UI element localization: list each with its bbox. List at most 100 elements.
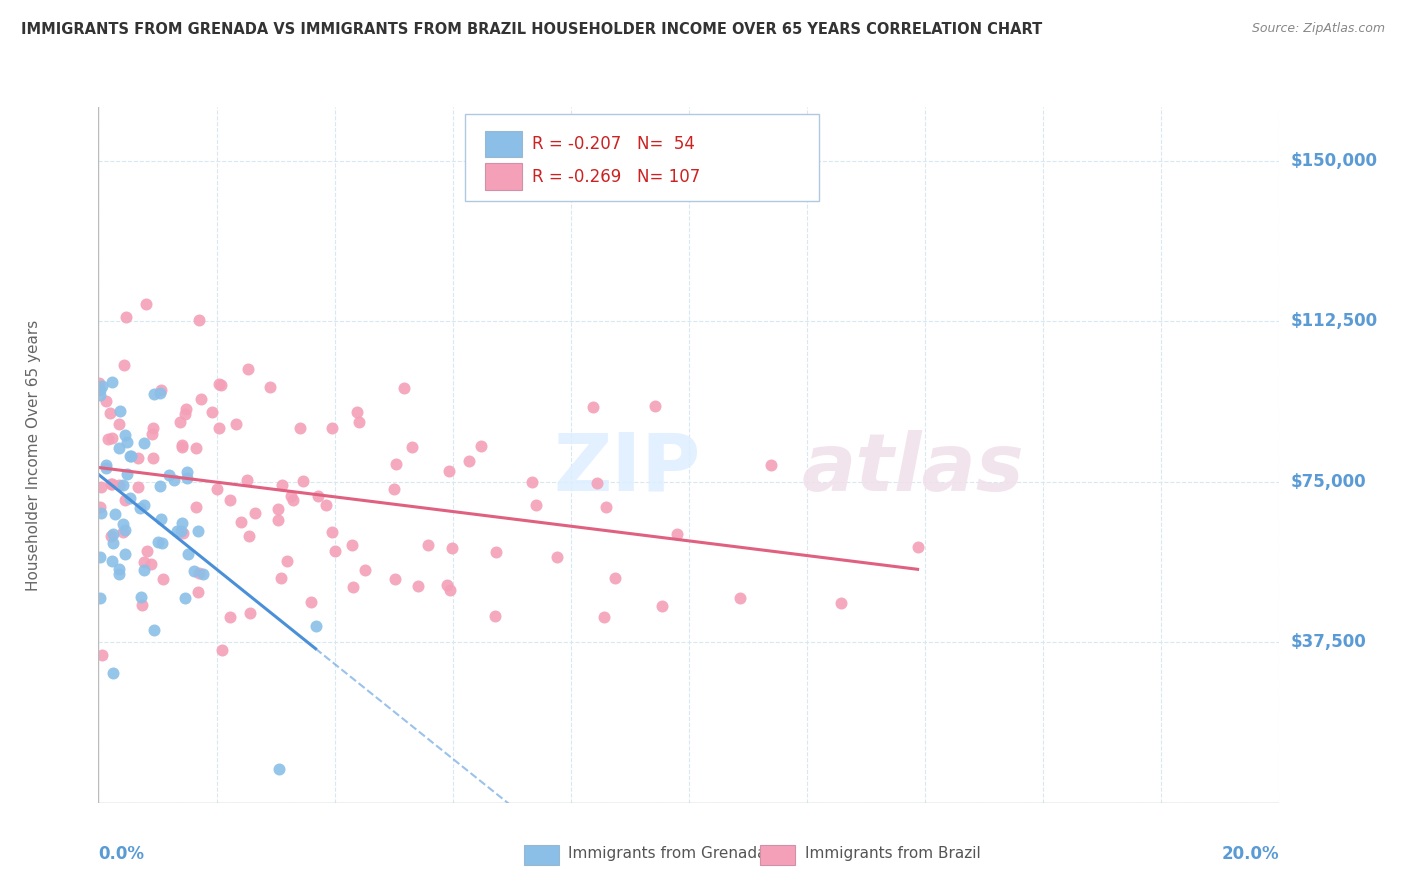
Point xyxy=(582,400,605,414)
Point xyxy=(440,541,463,555)
Point xyxy=(666,527,689,541)
Point xyxy=(108,478,131,492)
Point xyxy=(176,465,198,479)
Text: Source: ZipAtlas.com: Source: ZipAtlas.com xyxy=(1251,22,1385,36)
Point xyxy=(187,566,209,580)
Point xyxy=(89,387,111,401)
Point xyxy=(299,594,322,608)
Point xyxy=(304,619,326,633)
Point xyxy=(101,535,124,549)
Point xyxy=(127,480,149,494)
Point xyxy=(174,407,197,421)
Point xyxy=(120,449,142,463)
Point xyxy=(149,478,172,492)
Point xyxy=(437,464,460,478)
Point xyxy=(190,392,212,406)
Point xyxy=(229,515,252,529)
Point xyxy=(90,379,112,393)
Point xyxy=(115,310,138,325)
Text: Immigrants from Brazil: Immigrants from Brazil xyxy=(804,847,980,861)
Point xyxy=(101,431,124,445)
Point xyxy=(384,573,406,587)
Point xyxy=(129,591,152,605)
Point xyxy=(470,439,492,453)
Point xyxy=(89,591,111,606)
Point xyxy=(108,441,131,455)
Point xyxy=(288,421,311,435)
Point xyxy=(315,498,337,512)
FancyBboxPatch shape xyxy=(485,131,523,157)
Point xyxy=(186,500,208,514)
Point xyxy=(385,457,408,471)
Point xyxy=(236,362,259,376)
Point xyxy=(266,502,288,516)
Point xyxy=(830,596,852,610)
Point xyxy=(100,406,122,420)
Point xyxy=(139,558,162,572)
Point xyxy=(89,500,111,515)
Point xyxy=(174,591,197,605)
Point xyxy=(169,415,191,429)
Point xyxy=(271,478,294,492)
Point xyxy=(143,387,166,401)
FancyBboxPatch shape xyxy=(464,114,818,201)
Point xyxy=(152,572,174,586)
Point xyxy=(219,609,242,624)
Point xyxy=(108,567,131,582)
FancyBboxPatch shape xyxy=(485,163,523,190)
Text: atlas: atlas xyxy=(801,430,1024,508)
Point xyxy=(187,584,209,599)
FancyBboxPatch shape xyxy=(523,845,560,865)
Point xyxy=(166,524,188,539)
Point xyxy=(142,420,165,434)
Point xyxy=(208,420,231,434)
Point xyxy=(238,529,260,543)
Point xyxy=(187,313,209,327)
Point xyxy=(163,474,186,488)
FancyBboxPatch shape xyxy=(759,845,796,865)
Point xyxy=(114,547,136,561)
Point xyxy=(89,383,111,397)
Point xyxy=(114,523,136,537)
Point xyxy=(157,468,180,483)
Point xyxy=(439,582,461,597)
Point xyxy=(134,498,156,512)
Point xyxy=(401,440,423,454)
Point xyxy=(169,524,191,538)
Point xyxy=(321,421,343,435)
Point xyxy=(172,438,194,452)
Point xyxy=(150,384,173,398)
Point xyxy=(101,665,124,680)
Point xyxy=(485,545,508,559)
Point xyxy=(186,441,208,455)
Point xyxy=(172,525,194,540)
Text: R = -0.269   N= 107: R = -0.269 N= 107 xyxy=(531,168,700,186)
Point xyxy=(207,376,229,391)
Point xyxy=(347,416,370,430)
Text: ZIP: ZIP xyxy=(553,430,700,508)
Point xyxy=(127,451,149,466)
Point xyxy=(340,538,363,552)
Point xyxy=(603,571,626,585)
Point xyxy=(259,380,281,394)
Point xyxy=(101,376,124,390)
Point xyxy=(114,492,136,507)
Point xyxy=(90,481,112,495)
Point xyxy=(132,563,155,577)
Point xyxy=(104,507,127,521)
Point xyxy=(90,506,112,520)
Point xyxy=(245,506,267,520)
Point xyxy=(484,609,506,624)
Point xyxy=(108,562,131,576)
Point xyxy=(134,436,156,450)
Point xyxy=(132,555,155,569)
Point xyxy=(239,606,262,620)
Point xyxy=(761,458,783,473)
Text: 0.0%: 0.0% xyxy=(98,845,145,863)
Point xyxy=(270,571,292,585)
Point xyxy=(436,578,458,592)
Point xyxy=(207,482,229,496)
Point xyxy=(90,648,112,663)
Point xyxy=(644,399,666,413)
Point xyxy=(593,609,616,624)
